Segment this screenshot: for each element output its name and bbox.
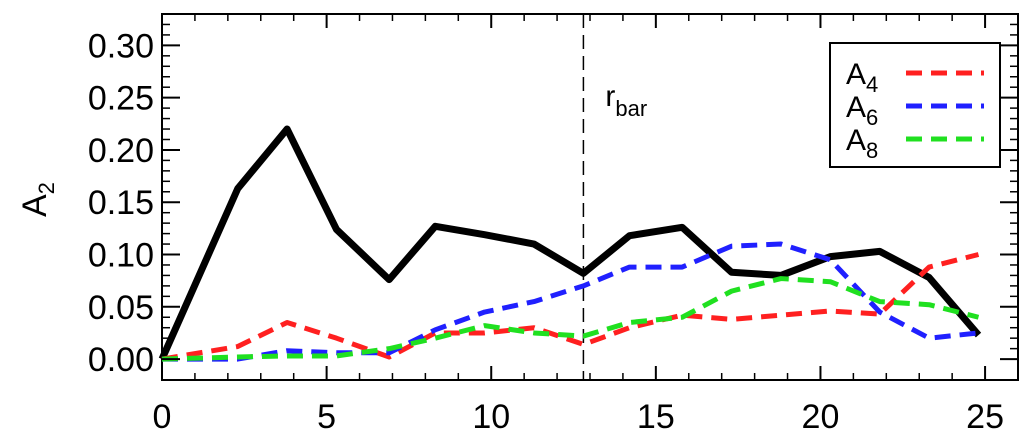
- r-bar-label: rbar: [605, 80, 647, 121]
- x-tick-label: 20: [802, 398, 840, 436]
- legend-label: A6: [846, 91, 878, 130]
- series-a8: [161, 276, 980, 362]
- y-tick-label: 0.10: [88, 237, 154, 275]
- series-a4: [161, 252, 980, 362]
- x-tick-label: 10: [472, 398, 510, 436]
- x-tick-label: 15: [637, 398, 675, 436]
- y-tick-label: 0.05: [88, 289, 154, 327]
- x-tick-label: 5: [317, 398, 336, 436]
- annotation-layer: rbar: [582, 14, 647, 380]
- y-tick-label: 0.15: [88, 184, 154, 222]
- series-black-solid: [158, 125, 982, 361]
- legend-label: A4: [846, 58, 878, 97]
- series-a6: [162, 241, 979, 362]
- series-layer: [158, 125, 982, 362]
- y-tick-label: 0.20: [88, 132, 154, 170]
- x-tick-label: 25: [966, 398, 1004, 436]
- tick-layer: 0 5 10 15 20 25 0.00 0.05 0.10 0.15 0.20 0.25 0.30: [88, 14, 1019, 436]
- y-tick-label: 0.00: [88, 341, 154, 379]
- y-tick-label: 0.30: [88, 27, 154, 65]
- y-axis-label: A2: [16, 182, 59, 217]
- x-tick-label: 0: [153, 398, 172, 436]
- legend-label: A8: [846, 124, 878, 163]
- y-tick-label: 0.25: [88, 80, 154, 118]
